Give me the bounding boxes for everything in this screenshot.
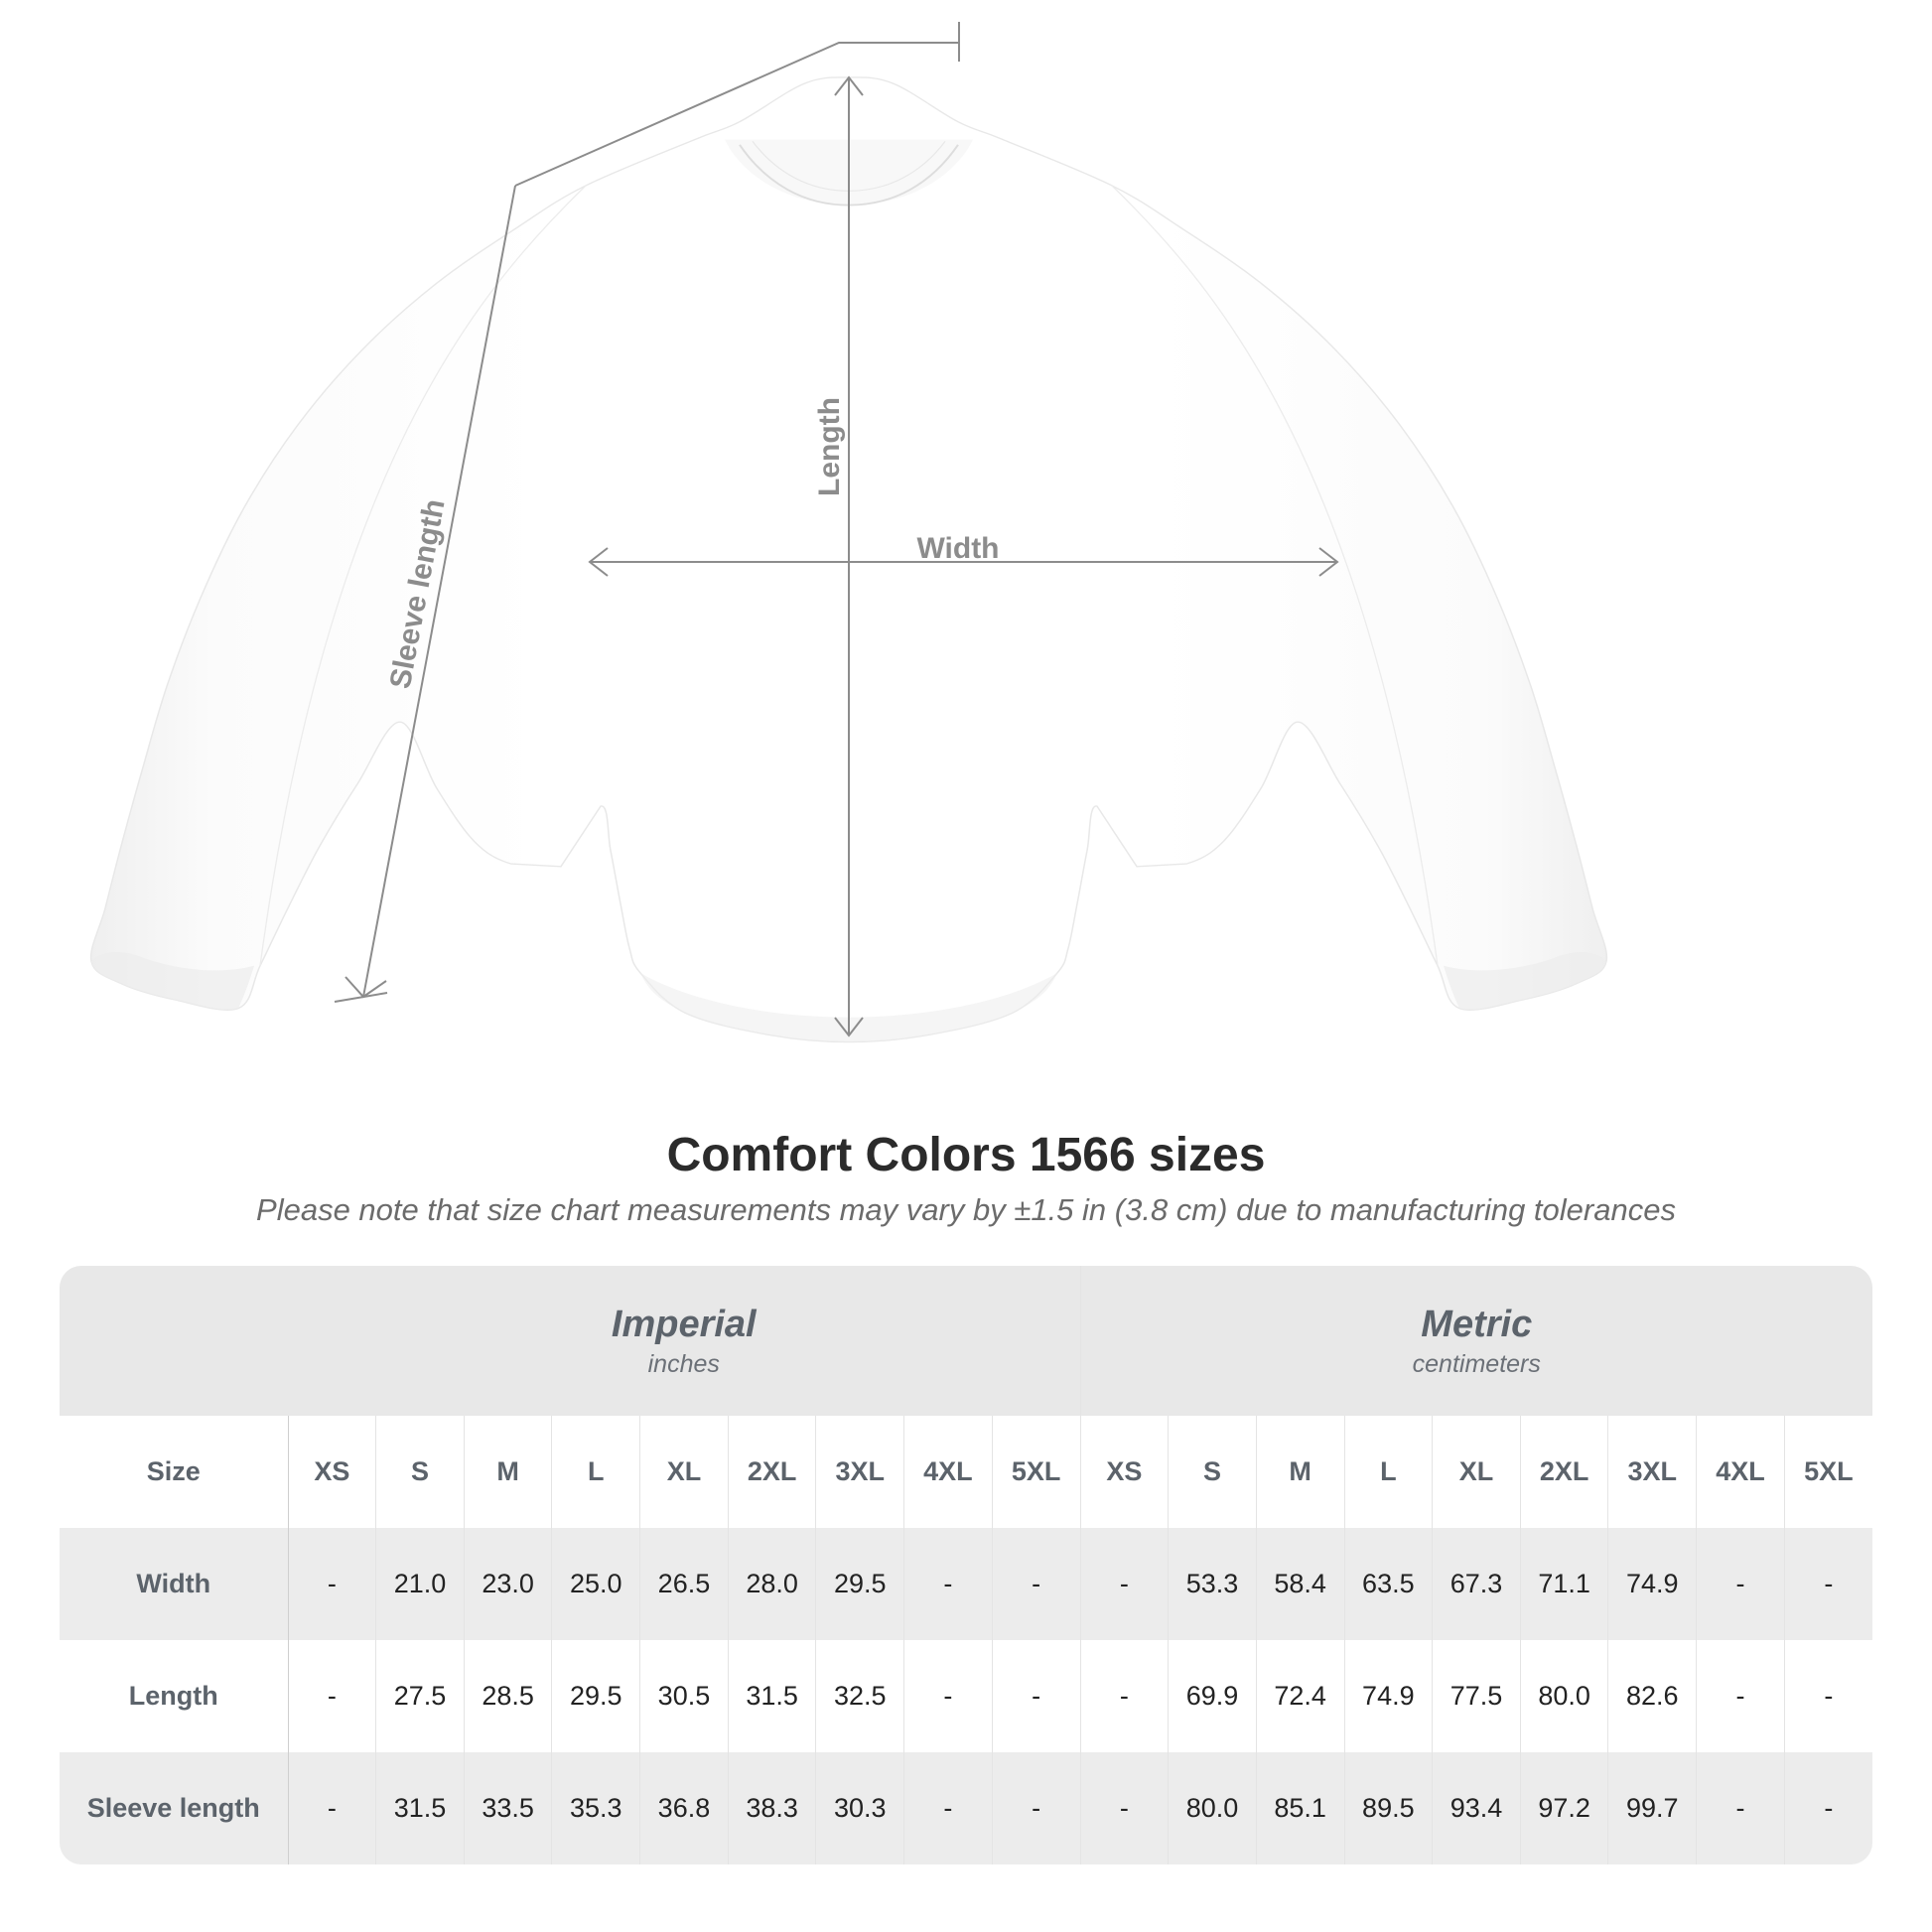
svg-text:Length: Length [813,397,846,496]
svg-text:Sleeve length: Sleeve length [384,496,452,691]
svg-text:Width: Width [916,532,999,565]
